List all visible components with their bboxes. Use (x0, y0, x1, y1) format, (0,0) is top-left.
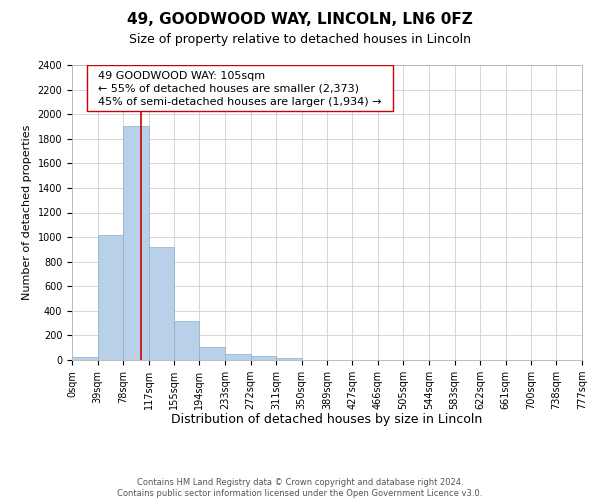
Y-axis label: Number of detached properties: Number of detached properties (22, 125, 32, 300)
Bar (225, 354, 251, 360)
X-axis label: Distribution of detached houses by size in Lincoln: Distribution of detached houses by size … (172, 414, 482, 426)
Bar (98, 234, 123, 360)
Text: ← 55% of detached houses are smaller (2,373): ← 55% of detached houses are smaller (2,… (97, 84, 359, 94)
Bar (149, 247, 174, 360)
Bar (276, 358, 302, 360)
Text: 45% of semi-detached houses are larger (1,934) →: 45% of semi-detached houses are larger (… (97, 97, 381, 107)
Bar (199, 347, 225, 360)
Text: 49, GOODWOOD WAY, LINCOLN, LN6 0FZ: 49, GOODWOOD WAY, LINCOLN, LN6 0FZ (127, 12, 473, 28)
Bar (174, 320, 199, 360)
Bar (123, 126, 149, 360)
Text: Size of property relative to detached houses in Lincoln: Size of property relative to detached ho… (129, 32, 471, 46)
Bar (72, 358, 98, 360)
Bar (251, 356, 276, 360)
Text: Contains HM Land Registry data © Crown copyright and database right 2024.
Contai: Contains HM Land Registry data © Crown c… (118, 478, 482, 498)
FancyBboxPatch shape (88, 65, 394, 110)
Text: 49 GOODWOOD WAY: 105sqm: 49 GOODWOOD WAY: 105sqm (97, 71, 265, 81)
